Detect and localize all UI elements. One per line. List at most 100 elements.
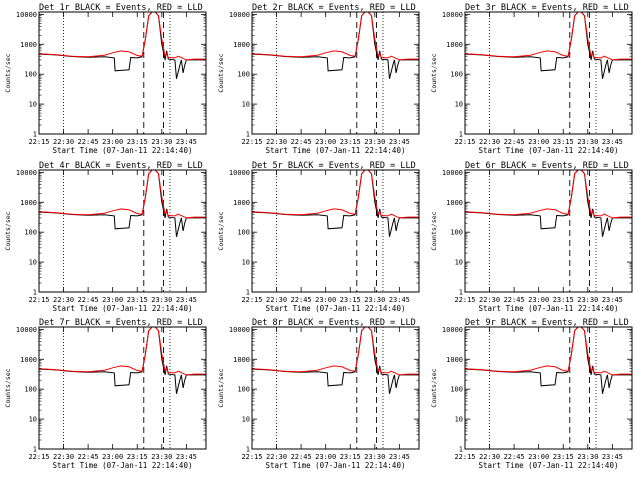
y-tick-label: 1 xyxy=(33,446,37,454)
y-tick-label: 1000 xyxy=(20,356,37,364)
y-tick-label: 10 xyxy=(455,101,463,109)
y-tick-label: 10000 xyxy=(16,326,37,334)
plot-frame xyxy=(38,169,207,293)
series-events xyxy=(252,170,419,237)
x-tick-label: 23:00 xyxy=(315,296,336,304)
x-tick-label: 23:45 xyxy=(176,138,197,146)
panel-title: Det 3r BLACK = Events, RED = LLD xyxy=(465,3,629,13)
y-tick-label: 1 xyxy=(459,446,463,454)
y-tick-label: 1000 xyxy=(20,199,37,207)
x-tick-label: 23:15 xyxy=(553,453,574,461)
y-tick-label: 10000 xyxy=(442,326,463,334)
x-axis-label: Start Time (07-Jan-11 22:14:40) xyxy=(266,146,406,155)
plot-area xyxy=(39,327,206,449)
x-tick-label: 23:45 xyxy=(176,296,197,304)
y-tick-label: 1 xyxy=(33,131,37,139)
panel-title: Det 1r BLACK = Events, RED = LLD xyxy=(39,3,203,13)
y-tick-label: 10000 xyxy=(229,169,250,177)
x-tick-label: 23:00 xyxy=(102,296,123,304)
plot-area xyxy=(465,12,632,134)
series-events xyxy=(252,327,419,394)
x-tick-label: 22:45 xyxy=(78,296,99,304)
x-tick-label: 22:45 xyxy=(504,453,525,461)
panel-1: Det 1r BLACK = Events, RED = LLD Counts/s… xyxy=(4,3,207,155)
panel-6: Det 6r BLACK = Events, RED = LLD Counts/s… xyxy=(430,161,633,313)
x-tick-label: 22:30 xyxy=(53,138,74,146)
plot-frame xyxy=(38,326,207,450)
x-tick-label: 22:15 xyxy=(454,296,475,304)
x-tick-label: 22:45 xyxy=(291,138,312,146)
x-tick-label: 22:15 xyxy=(454,138,475,146)
x-tick-label: 22:15 xyxy=(241,296,262,304)
series-lld xyxy=(252,170,419,219)
series-events xyxy=(39,12,206,79)
y-tick-label: 10 xyxy=(29,259,37,267)
y-tick-label: 10 xyxy=(29,101,37,109)
series-lld xyxy=(465,12,632,61)
x-axis-label: Start Time (07-Jan-11 22:14:40) xyxy=(53,304,193,313)
panel-title: Det 9r BLACK = Events, RED = LLD xyxy=(465,318,629,328)
x-tick-label: 23:30 xyxy=(151,453,172,461)
panel-title: Det 2r BLACK = Events, RED = LLD xyxy=(252,3,416,13)
series-lld xyxy=(39,12,206,61)
x-tick-label: 23:15 xyxy=(340,138,361,146)
x-tick-label: 22:30 xyxy=(479,296,500,304)
x-axis-label: Start Time (07-Jan-11 22:14:40) xyxy=(53,146,193,155)
x-tick-label: 23:15 xyxy=(553,296,574,304)
y-tick-label: 1 xyxy=(246,289,250,297)
y-axis-label: Counts/sec xyxy=(430,53,438,92)
y-tick-label: 10 xyxy=(455,259,463,267)
x-tick-label: 22:30 xyxy=(266,296,287,304)
x-axis-label: Start Time (07-Jan-11 22:14:40) xyxy=(479,461,619,470)
y-tick-label: 10 xyxy=(29,416,37,424)
x-tick-label: 22:15 xyxy=(454,453,475,461)
x-tick-label: 22:45 xyxy=(504,296,525,304)
plot-frame xyxy=(38,11,207,135)
x-tick-label: 23:30 xyxy=(577,453,598,461)
series-events xyxy=(252,12,419,79)
y-axis-label: Counts/sec xyxy=(430,211,438,250)
x-tick-label: 22:15 xyxy=(28,453,49,461)
x-tick-label: 23:45 xyxy=(389,453,410,461)
plot-area xyxy=(39,170,206,292)
x-tick-label: 23:30 xyxy=(364,296,385,304)
series-events xyxy=(39,170,206,237)
panel-4: Det 4r BLACK = Events, RED = LLD Counts/s… xyxy=(4,161,207,313)
y-tick-label: 1000 xyxy=(233,199,250,207)
x-tick-label: 23:30 xyxy=(577,138,598,146)
y-axis-label: Counts/sec xyxy=(4,368,12,407)
y-tick-label: 10000 xyxy=(442,11,463,19)
x-tick-label: 23:45 xyxy=(389,138,410,146)
x-tick-label: 23:30 xyxy=(364,453,385,461)
x-tick-label: 23:45 xyxy=(602,138,623,146)
series-events xyxy=(465,12,632,79)
plot-area xyxy=(252,12,419,134)
x-tick-label: 23:45 xyxy=(389,296,410,304)
x-tick-label: 23:15 xyxy=(340,453,361,461)
x-tick-label: 22:15 xyxy=(28,296,49,304)
y-tick-label: 100 xyxy=(450,386,463,394)
y-tick-label: 100 xyxy=(24,229,37,237)
x-tick-label: 23:30 xyxy=(151,296,172,304)
panel-5: Det 5r BLACK = Events, RED = LLD Counts/s… xyxy=(217,161,420,313)
plot-frame xyxy=(464,11,633,135)
y-tick-label: 1000 xyxy=(20,41,37,49)
y-tick-label: 1 xyxy=(246,446,250,454)
plot-area xyxy=(39,12,206,134)
x-axis-label: Start Time (07-Jan-11 22:14:40) xyxy=(479,304,619,313)
plot-frame xyxy=(464,169,633,293)
x-tick-label: 23:30 xyxy=(364,138,385,146)
x-tick-label: 23:00 xyxy=(102,453,123,461)
series-lld xyxy=(39,327,206,376)
x-tick-label: 22:30 xyxy=(479,453,500,461)
series-events xyxy=(39,327,206,394)
plot-frame xyxy=(464,326,633,450)
y-tick-label: 1000 xyxy=(233,41,250,49)
panel-title: Det 7r BLACK = Events, RED = LLD xyxy=(39,318,203,328)
y-axis-label: Counts/sec xyxy=(4,53,12,92)
y-tick-label: 10000 xyxy=(229,11,250,19)
x-tick-label: 23:15 xyxy=(340,296,361,304)
plot-frame xyxy=(251,11,420,135)
x-tick-label: 23:15 xyxy=(127,453,148,461)
